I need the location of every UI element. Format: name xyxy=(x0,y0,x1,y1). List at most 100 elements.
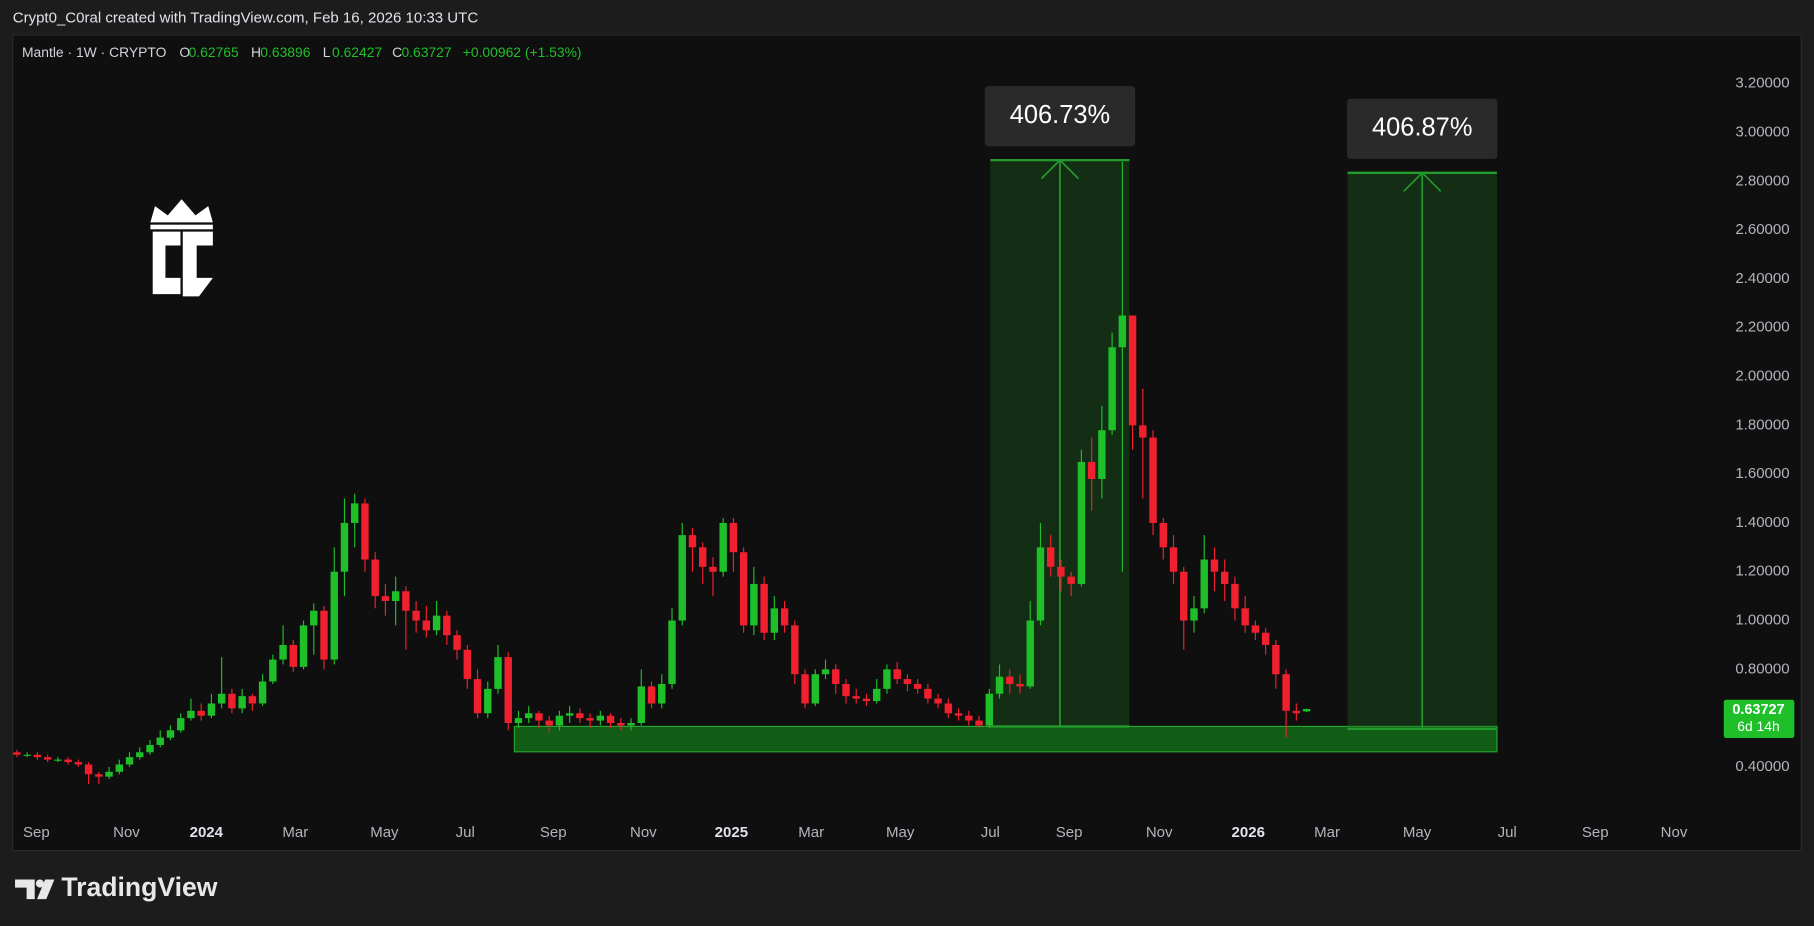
candle-body xyxy=(381,596,390,602)
candle-body xyxy=(1241,608,1249,626)
candle-body xyxy=(913,683,922,689)
candle-body xyxy=(862,698,871,702)
candle-body xyxy=(289,644,298,667)
candle-body xyxy=(1231,583,1239,609)
candle-body xyxy=(985,693,993,726)
y-tick-label: 2.80000 xyxy=(1735,172,1789,189)
candle-body xyxy=(299,625,308,667)
candle-body xyxy=(84,764,93,775)
candle-body xyxy=(801,674,809,704)
candle-body xyxy=(33,754,42,758)
candle-body xyxy=(1302,709,1311,712)
candle-body xyxy=(136,752,144,758)
candle-body xyxy=(432,615,441,631)
price-label-box xyxy=(1723,699,1795,738)
measure-arrowhead xyxy=(1403,171,1442,192)
brand: TradingView xyxy=(61,872,217,902)
x-tick-label: Nov xyxy=(113,824,140,841)
candle-body xyxy=(1292,710,1301,714)
ohlc-key: H xyxy=(251,44,261,60)
measure-label-box xyxy=(1347,98,1498,159)
y-tick-label: 1.80000 xyxy=(1735,416,1789,433)
candle-body xyxy=(340,522,349,572)
x-tick-label: Jul xyxy=(981,824,1000,841)
candle-body xyxy=(1006,676,1014,684)
candle-body xyxy=(842,683,850,697)
candle-body xyxy=(64,759,72,763)
brand-icon xyxy=(35,879,44,888)
candle-body xyxy=(545,720,553,726)
candle-body xyxy=(248,696,257,704)
candle-body xyxy=(688,535,697,548)
candle-body xyxy=(23,754,31,756)
candle-body xyxy=(975,720,983,726)
candle-body xyxy=(1026,620,1034,687)
logo-letter xyxy=(182,231,213,297)
x-tick-label: 2024 xyxy=(190,824,224,841)
candle-body xyxy=(709,566,717,572)
candle-body xyxy=(351,503,359,523)
candle-body xyxy=(954,713,963,716)
candle-body xyxy=(586,718,594,721)
y-tick-label: 1.20000 xyxy=(1735,563,1789,580)
ohlc-key: L xyxy=(323,44,331,60)
candle-body xyxy=(453,635,461,650)
candle-body xyxy=(473,679,482,714)
candle-body xyxy=(780,608,789,626)
candle-body xyxy=(320,610,328,660)
candle-body xyxy=(269,659,277,682)
logo-letter xyxy=(152,231,181,295)
x-tick-label: May xyxy=(1403,824,1432,841)
measure-label-box xyxy=(984,86,1136,147)
y-tick-label: 1.60000 xyxy=(1735,465,1789,482)
candle-body xyxy=(1190,608,1198,621)
candle-body xyxy=(576,713,584,719)
candle-body xyxy=(750,583,758,626)
candle-body xyxy=(924,688,932,699)
symbol-title: Mantle · 1W · CRYPTO xyxy=(22,44,167,60)
y-tick-label: 0.80000 xyxy=(1735,660,1789,677)
candle-body xyxy=(146,744,154,753)
candle-body xyxy=(166,730,175,738)
x-tick-label: May xyxy=(370,824,399,841)
candle-body xyxy=(54,759,62,761)
candle-body xyxy=(893,669,901,680)
candle-body xyxy=(238,696,246,709)
candle-body xyxy=(729,522,738,553)
change: +0.00962 (+1.53%) xyxy=(463,44,582,60)
candle-body xyxy=(739,552,748,626)
candle-body xyxy=(422,620,431,631)
measure-label: 406.87% xyxy=(1372,114,1472,142)
candle-body xyxy=(719,522,727,572)
candle-body xyxy=(494,657,502,689)
candle-body xyxy=(187,710,195,719)
y-tick-label: 1.40000 xyxy=(1735,514,1789,531)
candle-body xyxy=(279,644,287,660)
candle-body xyxy=(760,583,768,633)
y-tick-label: 2.20000 xyxy=(1735,319,1789,336)
candle-body xyxy=(770,608,779,633)
candle-body xyxy=(228,693,236,709)
x-tick-label: Nov xyxy=(1661,824,1688,841)
candle-body xyxy=(944,703,953,714)
candle-body xyxy=(934,698,942,704)
logo-crown-base xyxy=(150,224,213,230)
y-tick-label: 3.20000 xyxy=(1735,75,1789,92)
brand-icon xyxy=(15,879,35,900)
candle-body xyxy=(43,757,52,760)
candle-body xyxy=(504,657,512,724)
candle-body xyxy=(965,715,973,721)
candle-body xyxy=(1220,571,1229,584)
candle-body xyxy=(1046,547,1055,567)
x-tick-label: Mar xyxy=(282,824,308,841)
plot: 0.40000 0.80000 1.00000 1.20000 1.40000 1.600… xyxy=(13,75,1795,841)
x-tick-label: Nov xyxy=(630,824,657,841)
candle-body xyxy=(1118,315,1127,348)
ohlc-value: 0.62765 xyxy=(189,44,239,60)
candle-body xyxy=(1016,683,1024,687)
candle-body xyxy=(658,683,666,704)
candle-body xyxy=(443,615,451,636)
measure-arrowhead xyxy=(1040,158,1080,180)
candle-body xyxy=(596,715,605,721)
